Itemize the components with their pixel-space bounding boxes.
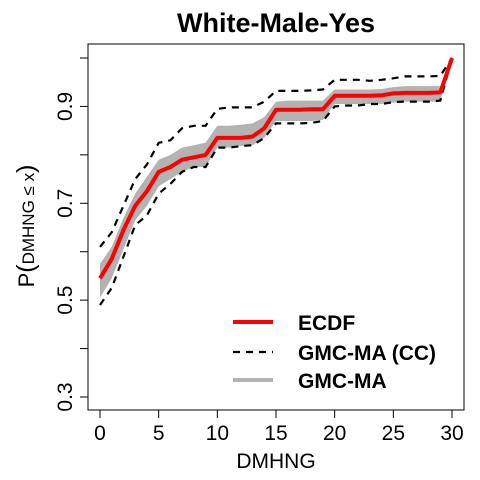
y-tick-label: 0.3 (54, 382, 77, 411)
y-tick-label: 0.5 (54, 286, 77, 315)
x-tick-label: 25 (382, 422, 405, 445)
y-axis-label: P(DMHNG ≤ x) (12, 165, 40, 288)
legend-label-gmc-ma-cc: GMC-MA (CC) (298, 342, 436, 365)
y-axis: 0.3 0.5 0.7 0.9 (54, 57, 89, 412)
lines-layer (98, 57, 454, 306)
x-tick-label: 5 (153, 422, 165, 445)
x-tick-label: 15 (264, 422, 287, 445)
x-tick-label: 20 (323, 422, 346, 445)
series-line-gmc-ma-cc-upper (99, 57, 453, 248)
series-line-ecdf (98, 57, 454, 280)
y-tick-label: 0.9 (54, 92, 77, 121)
legend: ECDF GMC-MA (CC) GMC-MA (233, 312, 436, 393)
x-tick-label: 0 (94, 422, 106, 445)
y-axis-label-main: P (14, 273, 39, 288)
y-axis-label-close-paren: ) (12, 165, 40, 173)
x-tick-label: 10 (206, 422, 229, 445)
x-axis-label: DMHNG (236, 450, 315, 473)
y-axis-label-sub: DMHNG ≤ x (19, 172, 38, 264)
series-band-gmc-ma (100, 58, 452, 298)
legend-label-ecdf: ECDF (298, 312, 355, 335)
y-tick-label: 0.7 (54, 189, 77, 218)
y-axis-label-open-paren: ( (12, 264, 40, 273)
chart-title: White-Male-Yes (177, 8, 375, 38)
legend-label-gmc-ma: GMC-MA (298, 370, 387, 393)
x-axis: 0 5 10 15 20 25 30 (94, 409, 464, 445)
bands-layer (100, 58, 452, 298)
x-tick-label: 30 (440, 422, 463, 445)
series-line-gmc-ma-cc-lower (99, 57, 454, 306)
y-axis-label-text: P(DMHNG ≤ x) (12, 165, 40, 288)
